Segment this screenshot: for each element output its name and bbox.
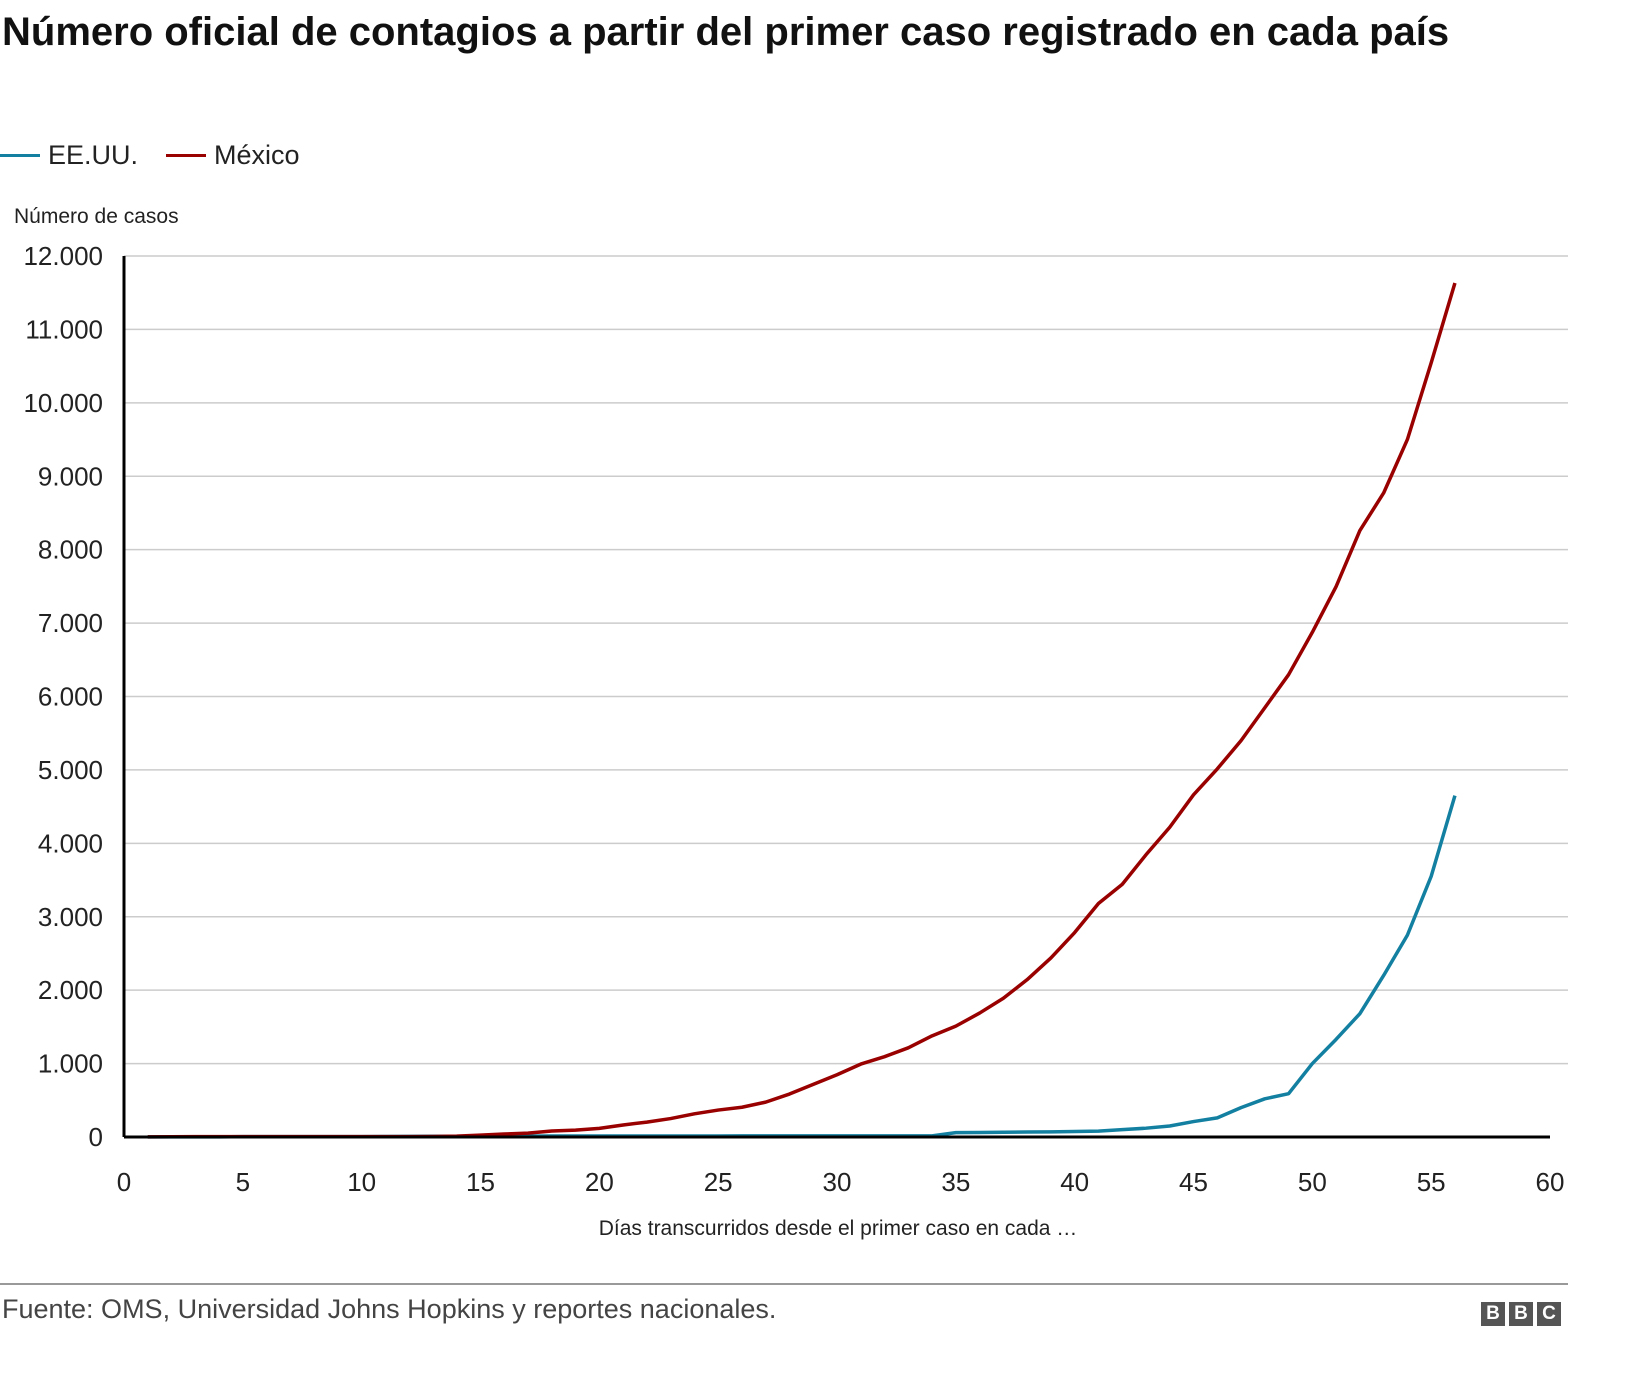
x-tick-label: 45 bbox=[1179, 1167, 1208, 1197]
legend-label-mexico: México bbox=[214, 140, 300, 170]
legend: EE.UU. México bbox=[0, 140, 328, 171]
y-tick-label: 0 bbox=[89, 1122, 103, 1152]
legend-label-eeuu: EE.UU. bbox=[48, 140, 139, 170]
y-tick-label: 3.000 bbox=[38, 902, 103, 932]
y-tick-label: 9.000 bbox=[38, 461, 103, 491]
y-tick-label: 4.000 bbox=[38, 828, 103, 858]
y-tick-label: 5.000 bbox=[38, 755, 103, 785]
source-note: Fuente: OMS, Universidad Johns Hopkins y… bbox=[2, 1294, 777, 1324]
legend-item-mexico: México bbox=[166, 140, 300, 171]
legend-swatch-eeuu bbox=[0, 154, 40, 157]
y-tick-label: 11.000 bbox=[25, 314, 103, 344]
y-tick-label: 12.000 bbox=[23, 241, 103, 271]
x-tick-label: 20 bbox=[585, 1167, 614, 1197]
x-tick-label: 30 bbox=[823, 1167, 852, 1197]
series-line-eeuu bbox=[147, 795, 1457, 1139]
x-tick-label: 35 bbox=[941, 1167, 970, 1197]
y-tick-label: 8.000 bbox=[38, 535, 103, 565]
chart-title: Número oficial de contagios a partir del… bbox=[2, 10, 1450, 54]
x-tick-label: 5 bbox=[236, 1167, 250, 1197]
y-axis-label: Número de casos bbox=[14, 205, 179, 228]
footer-divider bbox=[0, 1283, 1568, 1285]
legend-swatch-mexico bbox=[166, 154, 207, 157]
x-tick-label: 55 bbox=[1417, 1167, 1446, 1197]
y-tick-label: 10.000 bbox=[23, 388, 103, 418]
y-tick-label: 6.000 bbox=[38, 682, 103, 712]
legend-item-eeuu: EE.UU. bbox=[0, 140, 138, 171]
series-line-mexico bbox=[147, 282, 1457, 1139]
y-tick-label: 1.000 bbox=[38, 1049, 103, 1079]
x-tick-label: 60 bbox=[1536, 1167, 1565, 1197]
x-tick-label: 50 bbox=[1298, 1167, 1327, 1197]
x-tick-label: 15 bbox=[466, 1167, 495, 1197]
y-tick-label: 7.000 bbox=[38, 608, 103, 638]
y-tick-label: 2.000 bbox=[38, 975, 103, 1005]
x-tick-label: 0 bbox=[117, 1167, 131, 1197]
x-tick-label: 40 bbox=[1060, 1167, 1089, 1197]
x-tick-label: 25 bbox=[704, 1167, 733, 1197]
x-tick-label: 10 bbox=[347, 1167, 376, 1197]
x-axis-label: Días transcurridos desde el primer caso … bbox=[599, 1217, 1078, 1240]
